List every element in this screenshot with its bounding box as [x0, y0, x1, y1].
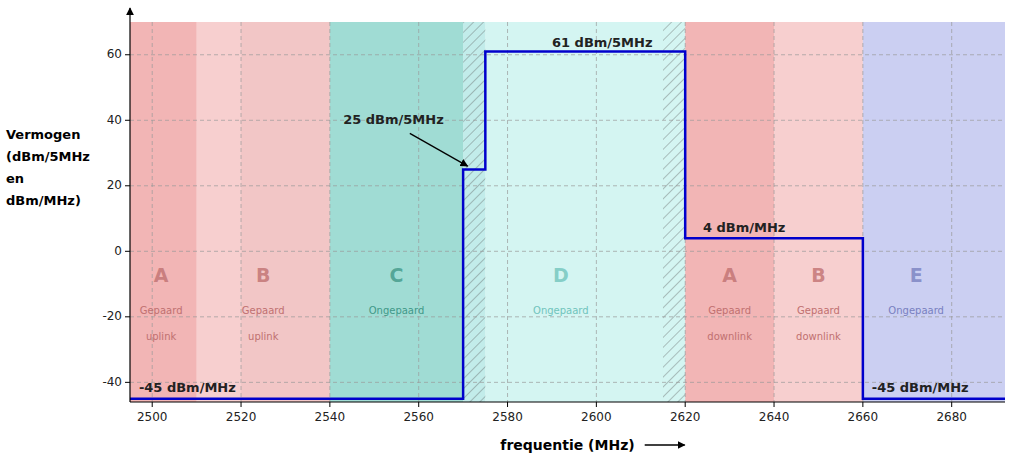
- x-tick-label: 2680: [936, 410, 967, 424]
- band: [330, 22, 463, 402]
- y-tick: [125, 251, 130, 252]
- grid-line: [774, 22, 775, 402]
- y-tick: [125, 54, 130, 55]
- region-sublabel: Gepaard: [708, 305, 751, 316]
- band: [863, 22, 1005, 402]
- x-tick-label: 2560: [403, 410, 434, 424]
- y-tick-label: 20: [107, 178, 122, 192]
- annotation: 25 dBm/5MHz: [343, 112, 444, 127]
- hatch-region: [463, 22, 485, 402]
- y-tick: [125, 185, 130, 186]
- x-tick: [241, 402, 242, 407]
- annotation-arrow: [410, 133, 468, 166]
- band: [130, 22, 197, 402]
- texts: A Gepaard uplink B Gepaard uplink C Ongepaard D O…: [139, 35, 969, 396]
- region-sublabel: Gepaard: [242, 305, 285, 316]
- band: [774, 22, 863, 402]
- grid-line: [130, 185, 1005, 186]
- y-tick-label: -40: [102, 375, 122, 389]
- x-axis-label: frequentie (MHz): [500, 437, 634, 453]
- band: [197, 22, 241, 402]
- grid-line: [152, 22, 153, 402]
- region-sublabel: Ongepaard: [533, 305, 589, 316]
- y-tick-label: -20: [102, 309, 122, 323]
- x-tick-label: 2540: [315, 410, 346, 424]
- x-axis-line: [130, 401, 1005, 402]
- annotation: 61 dBm/5MHz: [552, 35, 653, 50]
- y-tick: [125, 120, 130, 121]
- x-tick-label: 2620: [670, 410, 701, 424]
- x-tick: [774, 402, 775, 407]
- grid-line: [418, 22, 419, 402]
- region-label: A: [154, 264, 169, 286]
- region-label: B: [811, 264, 825, 286]
- x-tick: [507, 402, 508, 407]
- grid-line: [241, 22, 242, 402]
- grid-line: [130, 54, 1005, 55]
- y-axis-label: Vermogen(dBm/5MHzendBm/MHz): [6, 127, 90, 208]
- y-tick: [125, 316, 130, 317]
- y-tick: [125, 382, 130, 383]
- y-tick-label: 0: [114, 244, 122, 258]
- grid-line: [507, 22, 508, 402]
- region-sublabel: downlink: [796, 331, 841, 342]
- mask-line: [130, 51, 1005, 398]
- region-label: B: [256, 264, 270, 286]
- region-label: A: [722, 264, 737, 286]
- grid-line: [130, 316, 1005, 317]
- grid-line: [130, 120, 1005, 121]
- x-tick-label: 2660: [848, 410, 879, 424]
- band: [685, 22, 774, 402]
- plot-area: [130, 22, 1005, 402]
- grid-line: [951, 22, 952, 402]
- annotation: -45 dBm/MHz: [872, 380, 969, 395]
- region-sublabel: uplink: [146, 331, 177, 342]
- x-tick-label: 2640: [759, 410, 790, 424]
- x-tick-label: 2520: [226, 410, 257, 424]
- region-label: C: [390, 264, 404, 286]
- region-label: D: [553, 264, 569, 286]
- band: [241, 22, 330, 402]
- band: [463, 22, 485, 402]
- x-tick: [685, 402, 686, 407]
- grid-line: [130, 251, 1005, 252]
- region-sublabel: downlink: [707, 331, 752, 342]
- x-axis-arrow: [645, 444, 685, 446]
- x-tick-label: 2600: [581, 410, 612, 424]
- x-tick: [418, 402, 419, 407]
- band: [663, 22, 685, 402]
- x-tick: [862, 402, 863, 407]
- hatch-region: [663, 22, 685, 402]
- axes: 2500 2520 2540 2560 2580 2600 2620 2640 2660 2680…: [6, 8, 1005, 453]
- y-axis-line: [129, 8, 130, 402]
- grid-line: [596, 22, 597, 402]
- annotation: -45 dBm/MHz: [139, 380, 236, 395]
- x-tick: [596, 402, 597, 407]
- chart: A Gepaard uplink B Gepaard uplink C Ongepaard D O…: [0, 0, 1023, 470]
- x-tick-label: 2500: [137, 410, 168, 424]
- y-tick-label: 60: [107, 47, 122, 61]
- band: [485, 22, 663, 402]
- region-sublabel: Gepaard: [797, 305, 840, 316]
- annotation: 4 dBm/MHz: [703, 220, 785, 235]
- region-sublabel: uplink: [248, 331, 279, 342]
- region-sublabel: Gepaard: [140, 305, 183, 316]
- x-tick: [329, 402, 330, 407]
- x-tick-label: 2580: [492, 410, 523, 424]
- region-sublabel: Ongepaard: [369, 305, 425, 316]
- grid-line: [329, 22, 330, 402]
- x-tick: [951, 402, 952, 407]
- region-sublabel: Ongepaard: [888, 305, 944, 316]
- x-tick: [152, 402, 153, 407]
- region-label: E: [910, 264, 923, 286]
- y-tick-label: 40: [107, 113, 122, 127]
